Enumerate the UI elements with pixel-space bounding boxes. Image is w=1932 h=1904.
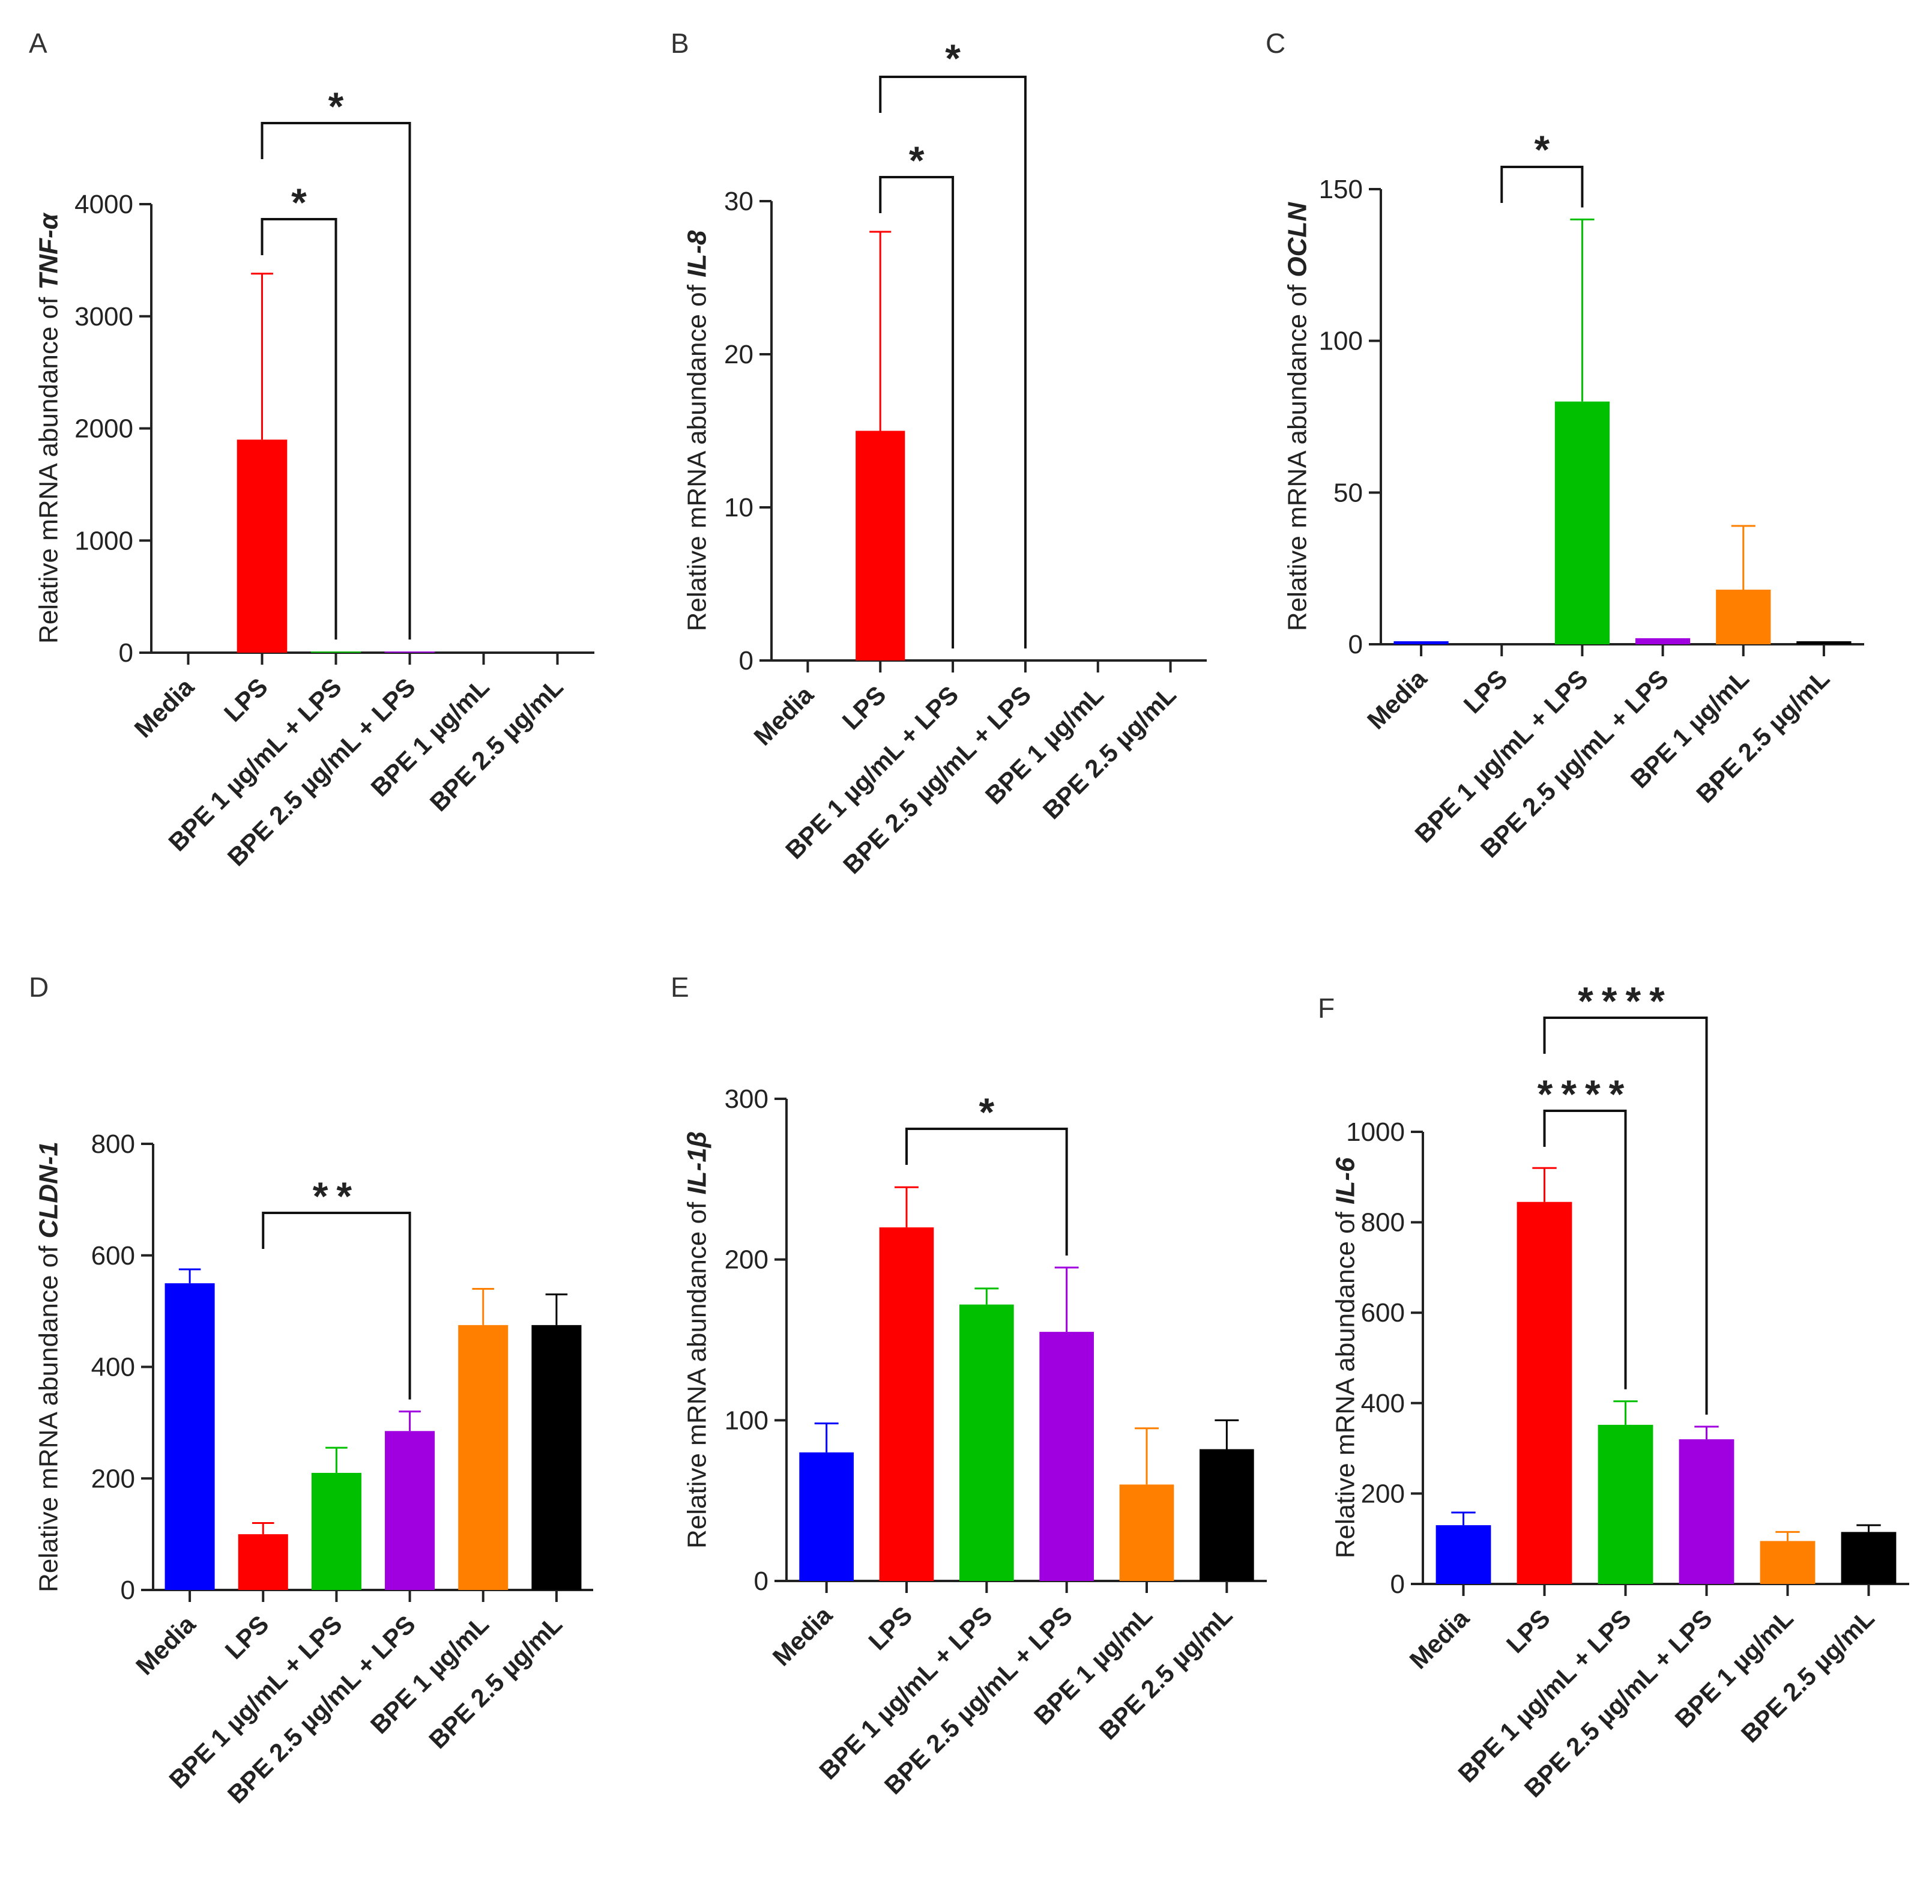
bar: [1393, 641, 1449, 644]
y-tick-label: 10: [724, 493, 753, 522]
y-axis-label-gene: IL-1β: [682, 1131, 711, 1195]
significance-label: ****: [1578, 979, 1673, 1023]
significance-bracket: [262, 1212, 411, 1400]
bar: [1635, 638, 1691, 644]
significance-label: *: [1534, 127, 1550, 172]
y-axis-label-prefix: Relative mRNA abundance of: [682, 277, 711, 631]
y-tick-label: 0: [121, 1576, 135, 1605]
significance-label: *: [328, 84, 344, 128]
significance-bracket: [905, 1128, 1068, 1256]
y-axis-label-gene: TNF-α: [34, 212, 63, 289]
y-tick-label: 30: [724, 187, 753, 216]
panel-letter: E: [671, 972, 689, 1003]
y-tick-label: 100: [725, 1406, 768, 1435]
bar: [384, 651, 435, 653]
y-axis-label-prefix: Relative mRNA abundance of: [1282, 277, 1312, 631]
bar: [1716, 590, 1771, 644]
y-axis-label-prefix: Relative mRNA abundance of: [1330, 1204, 1360, 1558]
y-tick-label: 2000: [74, 414, 133, 444]
y-axis-label: Relative mRNA abundance of OCLN: [1282, 202, 1312, 631]
bar: [310, 651, 361, 653]
y-tick-label: 3000: [74, 302, 133, 331]
significance-label: *: [291, 180, 307, 225]
significance-bracket: [879, 176, 955, 648]
bar: [1554, 401, 1610, 644]
bar: [1200, 1449, 1254, 1581]
panel-letter: B: [671, 28, 689, 59]
y-axis-label: Relative mRNA abundance of IL-8: [682, 230, 711, 631]
bar: [1679, 1439, 1734, 1584]
bar: [1039, 1332, 1094, 1581]
panel-letter: F: [1318, 993, 1335, 1024]
y-tick-label: 200: [1361, 1479, 1405, 1508]
y-tick-label: 0: [1390, 1570, 1405, 1599]
bar: [1435, 1525, 1491, 1584]
significance-label: ****: [1538, 1072, 1633, 1116]
significance-label: *: [979, 1090, 994, 1134]
y-tick-label: 4000: [74, 190, 133, 219]
y-tick-label: 0: [119, 638, 133, 668]
y-tick-label: 400: [1361, 1389, 1405, 1418]
y-tick-label: 100: [1319, 327, 1363, 356]
bar: [458, 1325, 509, 1590]
y-tick-label: 0: [754, 1567, 768, 1596]
bar: [1796, 641, 1852, 644]
y-tick-label: 1000: [1346, 1117, 1405, 1147]
y-tick-label: 600: [91, 1241, 135, 1271]
y-axis-label-gene: OCLN: [1282, 202, 1312, 277]
bar: [879, 1227, 934, 1581]
y-axis-label: Relative mRNA abundance of IL-1β: [682, 1131, 711, 1549]
significance-bracket: [1543, 1110, 1627, 1389]
significance-bracket: [1543, 1017, 1708, 1415]
y-axis-label-prefix: Relative mRNA abundance of: [34, 290, 63, 644]
y-tick-label: 1000: [74, 526, 133, 555]
significance-bracket: [261, 218, 337, 640]
y-tick-label: 400: [91, 1353, 135, 1382]
significance-bracket: [879, 76, 1027, 648]
y-tick-label: 0: [739, 646, 753, 675]
panel-letter: D: [29, 972, 49, 1003]
bar: [799, 1452, 854, 1581]
y-tick-label: 800: [1361, 1208, 1405, 1238]
bar: [237, 440, 288, 653]
bar: [1841, 1532, 1897, 1584]
y-tick-label: 50: [1333, 478, 1363, 507]
y-tick-label: 200: [91, 1464, 135, 1493]
bar: [959, 1304, 1014, 1581]
bar: [856, 431, 905, 660]
y-axis-label-prefix: Relative mRNA abundance of: [34, 1238, 63, 1592]
y-axis-label-gene: IL-6: [1330, 1157, 1360, 1204]
significance-bracket: [1500, 166, 1584, 208]
significance-label: *: [909, 138, 925, 183]
bar: [165, 1283, 215, 1590]
y-axis-label: Relative mRNA abundance of CLDN-1: [34, 1141, 63, 1592]
bar: [1598, 1424, 1653, 1584]
bar: [531, 1325, 582, 1590]
y-tick-label: 600: [1361, 1298, 1405, 1328]
panel-letter: C: [1266, 28, 1285, 59]
y-tick-label: 0: [1348, 630, 1363, 659]
y-tick-label: 300: [725, 1084, 768, 1114]
bar: [1517, 1201, 1572, 1584]
y-axis-label-gene: CLDN-1: [34, 1141, 63, 1238]
bar: [1119, 1484, 1174, 1581]
significance-bracket: [261, 122, 411, 640]
significance-label: *: [945, 36, 961, 80]
y-tick-label: 800: [91, 1129, 135, 1159]
bar: [238, 1534, 288, 1590]
y-axis-label-prefix: Relative mRNA abundance of: [682, 1195, 711, 1549]
significance-label: **: [313, 1174, 360, 1218]
bar: [385, 1431, 435, 1590]
bar: [311, 1472, 361, 1590]
y-tick-label: 200: [725, 1245, 768, 1275]
y-axis-label: Relative mRNA abundance of TNF-α: [34, 212, 63, 644]
y-tick-label: 150: [1319, 175, 1363, 204]
y-axis-label: Relative mRNA abundance of IL-6: [1330, 1157, 1360, 1558]
panel-letter: A: [29, 28, 47, 59]
y-axis-label-gene: IL-8: [682, 230, 711, 277]
y-tick-label: 20: [724, 340, 753, 369]
bar: [1760, 1541, 1816, 1584]
